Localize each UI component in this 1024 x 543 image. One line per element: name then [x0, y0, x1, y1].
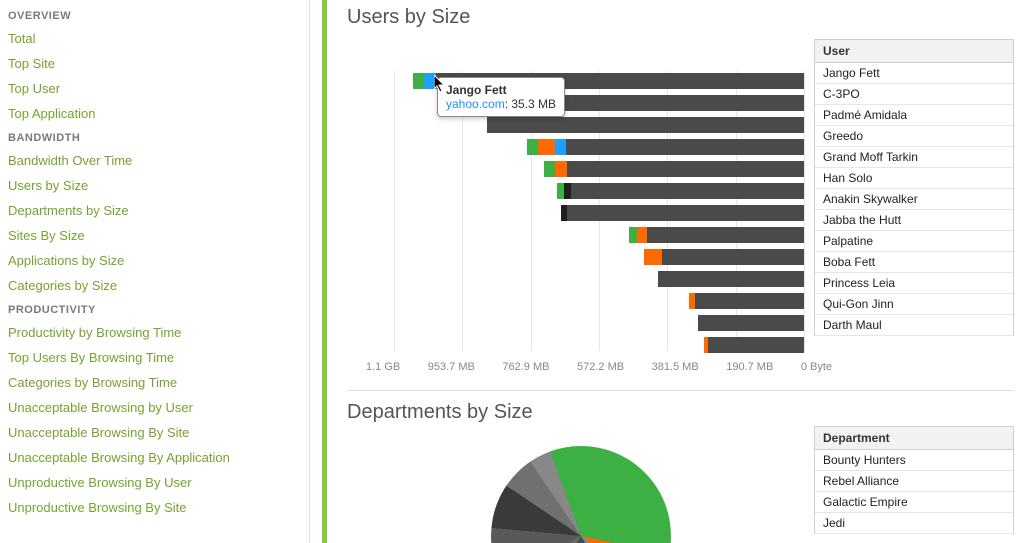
bar-row[interactable]	[394, 269, 804, 289]
bar-row[interactable]	[394, 115, 804, 135]
bar-segment[interactable]	[564, 183, 571, 199]
bar-segment[interactable]	[567, 161, 804, 177]
bar-row[interactable]	[394, 159, 804, 179]
sidebar-item[interactable]: Sites By Size	[8, 223, 309, 248]
users-by-size-chart[interactable]: 1.1 GB 953.7 MB 762.9 MB 572.2 MB 381.5 MB 19…	[347, 31, 814, 378]
bar-row[interactable]	[394, 291, 804, 311]
x-tick: 762.9 MB	[502, 361, 549, 373]
bar-segment[interactable]	[571, 183, 804, 199]
main-content: Users by Size 1.1 GB 953.7 MB 762.9 MB 572.…	[327, 0, 1024, 543]
section-divider	[347, 390, 1014, 391]
sidebar-item[interactable]: Unacceptable Browsing by User	[8, 395, 309, 420]
legend-item[interactable]: Han Solo	[815, 168, 1013, 189]
x-tick: 572.2 MB	[577, 361, 624, 373]
legend-item[interactable]: Jango Fett	[815, 63, 1013, 84]
sidebar-item[interactable]: Users by Size	[8, 173, 309, 198]
bar-row[interactable]	[394, 225, 804, 245]
sidebar-section-header: BANDWIDTH	[8, 126, 309, 148]
x-tick: 190.7 MB	[726, 361, 773, 373]
sidebar-item[interactable]: Categories by Size	[8, 273, 309, 298]
bar-segment[interactable]	[424, 73, 437, 89]
bar-segment[interactable]	[487, 117, 804, 133]
legend-item[interactable]: Darth Maul	[815, 315, 1013, 336]
legend-item[interactable]: Rebel Alliance	[815, 471, 1013, 492]
sidebar-item[interactable]: Bandwidth Over Time	[8, 148, 309, 173]
section-title-departments-by-size: Departments by Size	[347, 395, 1024, 426]
bar-row[interactable]	[394, 313, 804, 333]
bar-segment[interactable]	[662, 249, 804, 265]
users-legend: User Jango FettC-3POPadmé AmidalaGreedoG…	[814, 39, 1014, 336]
tooltip-title: Jango Fett	[446, 83, 556, 97]
sidebar-item[interactable]: Productivity by Browsing Time	[8, 320, 309, 345]
bar-segment[interactable]	[708, 337, 804, 353]
departments-pie-chart[interactable]	[347, 426, 814, 543]
users-by-size-row: 1.1 GB 953.7 MB 762.9 MB 572.2 MB 381.5 MB 19…	[347, 31, 1024, 378]
bar-segment[interactable]	[544, 161, 555, 177]
bar-segment[interactable]	[658, 271, 804, 287]
legend-item[interactable]: Greedo	[815, 126, 1013, 147]
bar-row[interactable]	[394, 335, 804, 355]
bar-segment[interactable]	[527, 139, 538, 155]
bar-row[interactable]	[394, 137, 804, 157]
sidebar-item[interactable]: Unproductive Browsing By User	[8, 470, 309, 495]
legend-item[interactable]: Jedi	[815, 513, 1013, 534]
bar-row[interactable]	[394, 247, 804, 267]
pie	[491, 446, 671, 543]
legend-item[interactable]: C-3PO	[815, 84, 1013, 105]
legend-item[interactable]: Anakin Skywalker	[815, 189, 1013, 210]
bar-segment[interactable]	[566, 139, 804, 155]
sidebar-item[interactable]: Unproductive Browsing By Site	[8, 495, 309, 520]
sidebar-item[interactable]: Top Users By Browsing Time	[8, 345, 309, 370]
bar-segment[interactable]	[647, 227, 804, 243]
legend-item[interactable]: Galactic Empire	[815, 492, 1013, 513]
legend-item[interactable]: Jabba the Hutt	[815, 210, 1013, 231]
sidebar-sections: OVERVIEWTotalTop SiteTop UserTop Applica…	[8, 4, 309, 520]
sidebar-item[interactable]: Applications by Size	[8, 248, 309, 273]
sidebar-item[interactable]: Top Application	[8, 101, 309, 126]
x-axis: 1.1 GB 953.7 MB 762.9 MB 572.2 MB 381.5 MB 19…	[366, 361, 832, 373]
sidebar-item[interactable]: Unacceptable Browsing By Site	[8, 420, 309, 445]
bar-segment[interactable]	[637, 227, 648, 243]
chart-tooltip: Jango Fettyahoo.com: 35.3 MB	[437, 77, 565, 117]
bar-segment[interactable]	[555, 139, 566, 155]
users-legend-header: User	[815, 40, 1013, 63]
section-title-users-by-size: Users by Size	[347, 0, 1024, 31]
departments-by-size-row: Department Bounty HuntersRebel AllianceG…	[347, 426, 1024, 543]
sidebar-section-header: OVERVIEW	[8, 4, 309, 26]
bar-row[interactable]	[394, 203, 804, 223]
legend-item[interactable]: Padmé Amidala	[815, 105, 1013, 126]
legend-item[interactable]: Qui-Gon Jinn	[815, 294, 1013, 315]
bar-segment[interactable]	[555, 161, 568, 177]
legend-item[interactable]: Bounty Hunters	[815, 450, 1013, 471]
legend-item[interactable]: Boba Fett	[815, 252, 1013, 273]
sidebar-item[interactable]: Top User	[8, 76, 309, 101]
bar-segment[interactable]	[413, 73, 424, 89]
bar-segment[interactable]	[567, 205, 804, 221]
bar-segment[interactable]	[698, 315, 804, 331]
bar-segment[interactable]	[629, 227, 637, 243]
sidebar-section-header: PRODUCTIVITY	[8, 298, 309, 320]
x-tick: 1.1 GB	[366, 361, 400, 373]
sidebar-item[interactable]: Departments by Size	[8, 198, 309, 223]
sidebar-item[interactable]: Top Site	[8, 51, 309, 76]
tooltip-site: yahoo.com	[446, 97, 505, 111]
bar-segment[interactable]	[644, 249, 662, 265]
sidebar: OVERVIEWTotalTop SiteTop UserTop Applica…	[0, 0, 310, 543]
bar-row[interactable]	[394, 181, 804, 201]
legend-item[interactable]: Palpatine	[815, 231, 1013, 252]
sidebar-item[interactable]: Categories by Browsing Time	[8, 370, 309, 395]
legend-item[interactable]: Grand Moff Tarkin	[815, 147, 1013, 168]
sidebar-item[interactable]: Unacceptable Browsing By Application	[8, 445, 309, 470]
legend-item[interactable]: Princess Leia	[815, 273, 1013, 294]
tooltip-value: : 35.3 MB	[505, 97, 556, 111]
x-tick: 0 Byte	[801, 361, 832, 373]
x-tick: 953.7 MB	[428, 361, 475, 373]
bar-segment[interactable]	[538, 139, 554, 155]
x-tick: 381.5 MB	[652, 361, 699, 373]
bar-segment[interactable]	[695, 293, 804, 309]
departments-legend-header: Department	[815, 427, 1013, 450]
departments-legend: Department Bounty HuntersRebel AllianceG…	[814, 426, 1014, 534]
sidebar-item[interactable]: Total	[8, 26, 309, 51]
